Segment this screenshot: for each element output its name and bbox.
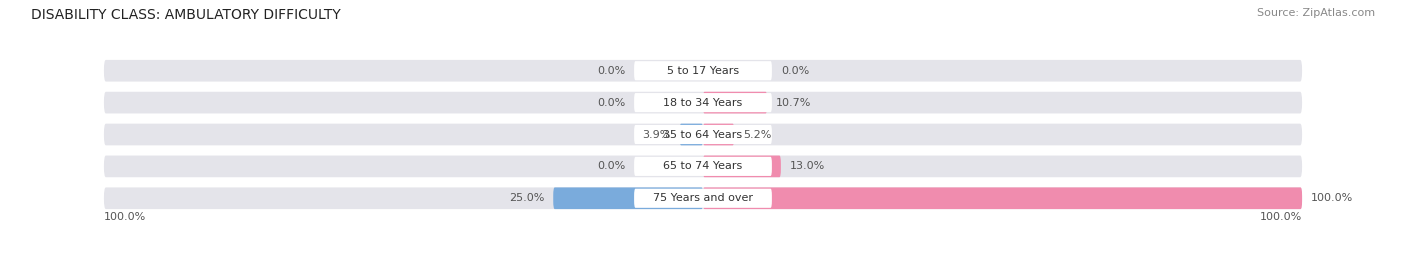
Text: 18 to 34 Years: 18 to 34 Years xyxy=(664,98,742,108)
FancyBboxPatch shape xyxy=(703,92,768,114)
FancyBboxPatch shape xyxy=(104,92,1302,114)
Text: 3.9%: 3.9% xyxy=(643,129,671,140)
FancyBboxPatch shape xyxy=(634,157,772,176)
FancyBboxPatch shape xyxy=(634,93,772,112)
Text: 0.0%: 0.0% xyxy=(598,66,626,76)
Text: 100.0%: 100.0% xyxy=(104,213,146,222)
Text: 5.2%: 5.2% xyxy=(744,129,772,140)
FancyBboxPatch shape xyxy=(104,187,1302,209)
Text: DISABILITY CLASS: AMBULATORY DIFFICULTY: DISABILITY CLASS: AMBULATORY DIFFICULTY xyxy=(31,8,340,22)
Text: 5 to 17 Years: 5 to 17 Years xyxy=(666,66,740,76)
FancyBboxPatch shape xyxy=(104,124,1302,145)
FancyBboxPatch shape xyxy=(104,155,1302,177)
Text: 65 to 74 Years: 65 to 74 Years xyxy=(664,161,742,171)
FancyBboxPatch shape xyxy=(679,124,703,145)
FancyBboxPatch shape xyxy=(703,124,734,145)
Text: 0.0%: 0.0% xyxy=(598,161,626,171)
Text: 75 Years and over: 75 Years and over xyxy=(652,193,754,203)
Text: 0.0%: 0.0% xyxy=(598,98,626,108)
FancyBboxPatch shape xyxy=(703,187,1302,209)
FancyBboxPatch shape xyxy=(634,125,772,144)
Text: 100.0%: 100.0% xyxy=(1310,193,1354,203)
FancyBboxPatch shape xyxy=(703,155,780,177)
FancyBboxPatch shape xyxy=(634,61,772,80)
Text: 35 to 64 Years: 35 to 64 Years xyxy=(664,129,742,140)
Text: 10.7%: 10.7% xyxy=(776,98,811,108)
Text: 100.0%: 100.0% xyxy=(1260,213,1302,222)
FancyBboxPatch shape xyxy=(634,189,772,208)
FancyBboxPatch shape xyxy=(104,60,1302,82)
FancyBboxPatch shape xyxy=(553,187,703,209)
Text: Source: ZipAtlas.com: Source: ZipAtlas.com xyxy=(1257,8,1375,18)
Text: 13.0%: 13.0% xyxy=(790,161,825,171)
Text: 25.0%: 25.0% xyxy=(509,193,544,203)
Text: 0.0%: 0.0% xyxy=(780,66,808,76)
